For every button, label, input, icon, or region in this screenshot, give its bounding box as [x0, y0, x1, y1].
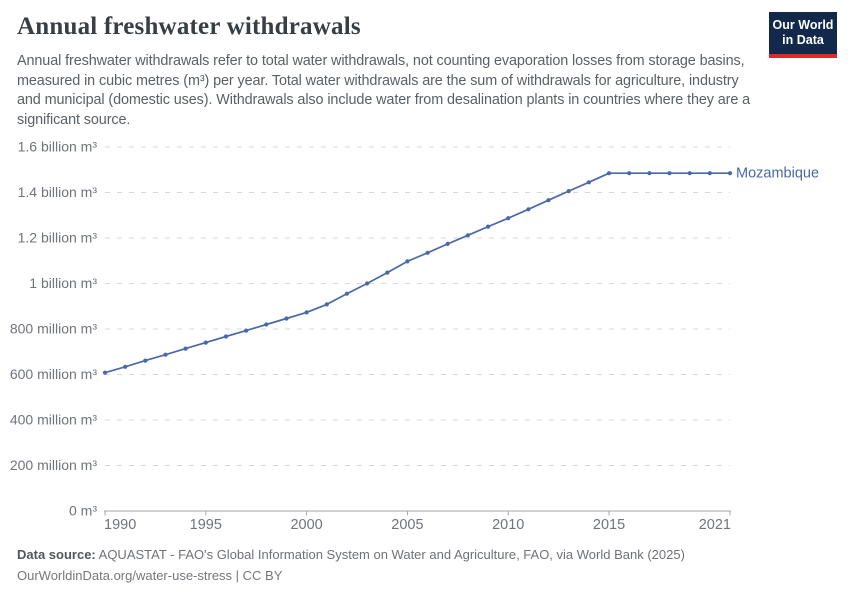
data-point-1998[interactable]: [264, 322, 269, 327]
y-axis-tick-label: 0 m³: [69, 503, 97, 519]
data-point-2014[interactable]: [586, 180, 592, 185]
data-source-label: Data source:: [17, 547, 96, 562]
data-point-2021[interactable]: [727, 171, 733, 176]
chart-subtitle: Annual freshwater withdrawals refer to t…: [17, 53, 751, 128]
entity-label-mozambique[interactable]: Mozambique: [736, 166, 819, 182]
data-point-2018[interactable]: [667, 171, 672, 176]
data-point-2000[interactable]: [304, 310, 309, 315]
data-point-1996[interactable]: [223, 334, 229, 339]
y-axis-tick-label: 1.4 billion m³: [18, 184, 98, 200]
data-point-2013[interactable]: [566, 189, 571, 194]
y-axis-tick-label: 1.6 billion m³: [18, 139, 98, 155]
x-axis-tick-label: 2021: [699, 517, 731, 533]
data-point-2006[interactable]: [425, 250, 430, 255]
data-source-text: AQUASTAT - FAO's Global Information Syst…: [95, 547, 685, 562]
data-point-2007[interactable]: [445, 241, 450, 246]
x-axis-tick-label: 2000: [290, 517, 322, 533]
y-axis-tick-label: 1 billion m³: [29, 275, 97, 291]
data-point-2005[interactable]: [405, 259, 410, 264]
data-point-2019[interactable]: [687, 171, 692, 176]
y-axis-tick-label: 800 million m³: [10, 321, 97, 337]
data-point-2001[interactable]: [324, 302, 329, 307]
data-point-2017[interactable]: [647, 171, 652, 176]
data-point-1994[interactable]: [183, 346, 188, 351]
owid-logo-line2: in Data: [782, 33, 824, 48]
data-point-2012[interactable]: [546, 198, 551, 203]
x-axis-tick-label: 2015: [593, 517, 625, 533]
data-point-2002[interactable]: [344, 291, 349, 296]
data-point-2020[interactable]: [707, 171, 712, 176]
page-title: Annual freshwater withdrawals: [17, 13, 361, 40]
data-source-line: Data source: AQUASTAT - FAO's Global Inf…: [17, 545, 837, 566]
data-point-1999[interactable]: [284, 316, 289, 321]
y-axis-tick-label: 1.2 billion m³: [18, 230, 98, 246]
data-point-1993[interactable]: [163, 352, 168, 357]
license-line: OurWorldinData.org/water-use-stress | CC…: [17, 567, 283, 583]
data-point-2004[interactable]: [385, 270, 390, 275]
x-axis-tick-label: 1995: [190, 517, 222, 533]
data-point-2015[interactable]: [606, 171, 612, 176]
y-axis-tick-label: 600 million m³: [10, 366, 97, 382]
data-point-2008[interactable]: [465, 233, 470, 238]
data-point-1991[interactable]: [123, 364, 128, 369]
data-point-1990[interactable]: [102, 370, 108, 375]
y-axis-tick-label: 400 million m³: [10, 412, 97, 428]
data-point-1997[interactable]: [244, 328, 249, 333]
x-axis-tick-label: 2005: [391, 517, 423, 533]
owid-logo-line1: Our World: [772, 18, 834, 32]
series-line-mozambique[interactable]: [104, 172, 730, 374]
y-axis-tick-label: 200 million m³: [10, 457, 97, 473]
owid-logo: Our World in Data: [769, 12, 837, 58]
data-point-2010[interactable]: [506, 216, 511, 221]
data-point-2011[interactable]: [526, 207, 531, 212]
data-point-1995[interactable]: [203, 340, 208, 345]
data-point-2009[interactable]: [486, 224, 491, 229]
data-point-2003[interactable]: [365, 281, 370, 286]
x-axis-tick-label: 1990: [104, 517, 136, 533]
x-axis-tick-label: 2010: [492, 517, 524, 533]
chart-footer: Data source: AQUASTAT - FAO's Global Inf…: [17, 545, 837, 586]
data-point-2016[interactable]: [627, 171, 632, 176]
data-point-1992[interactable]: [143, 358, 148, 363]
